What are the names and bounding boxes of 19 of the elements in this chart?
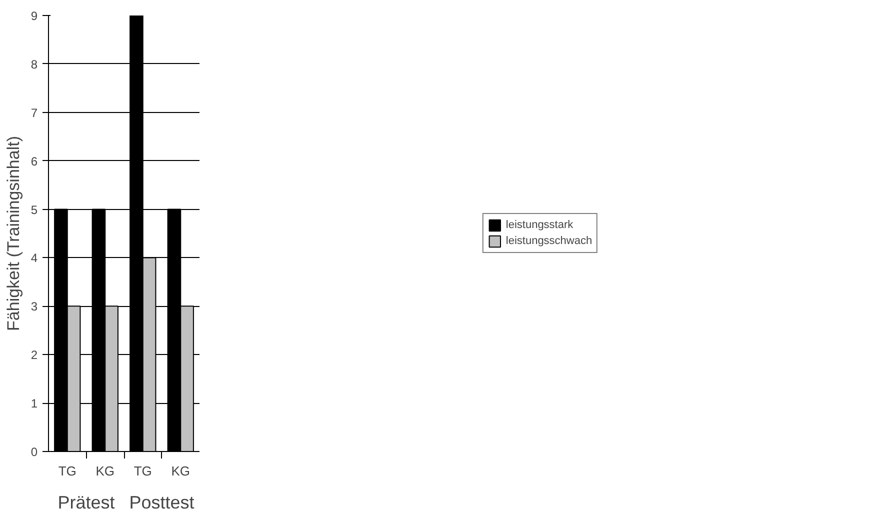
x-tick-label: TG	[58, 464, 76, 478]
legend-label: leistungsstark	[506, 219, 574, 231]
y-tick-label: 1	[30, 396, 38, 411]
x-tick-label: KG	[96, 464, 115, 478]
y-tick-label: 5	[30, 202, 38, 217]
y-tick-label: 6	[30, 154, 38, 168]
y-tick-label: 4	[30, 251, 38, 266]
y-tick-label: 2	[30, 348, 38, 362]
y-tick-label: 3	[30, 300, 38, 314]
text: Posttest	[129, 492, 194, 512]
text: Prätest	[58, 492, 115, 512]
x-tick-label: KG	[171, 464, 190, 478]
x-tick-label: TG	[134, 464, 152, 478]
y-tick-label: 9	[30, 9, 38, 23]
legend-label: leistungsschwach	[506, 235, 592, 247]
y-tick-label: 0	[30, 445, 38, 459]
y-tick-label: 8	[30, 57, 38, 72]
y-axis-title: Fähigkeit (Trainingsinhalt)	[4, 136, 23, 331]
y-tick-label: 7	[30, 106, 38, 120]
